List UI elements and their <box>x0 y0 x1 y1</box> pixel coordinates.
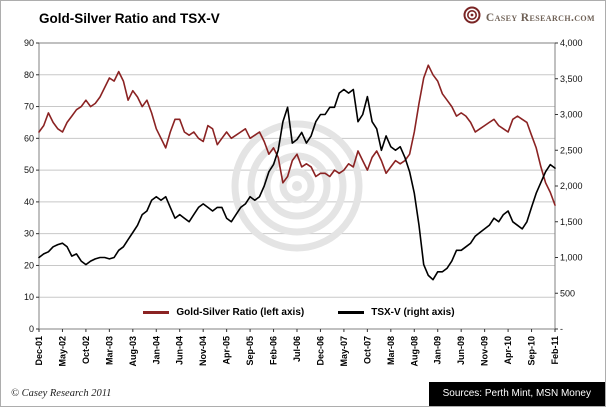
svg-text:70: 70 <box>24 102 34 112</box>
svg-text:2,000: 2,000 <box>560 181 583 191</box>
legend-label-gold-silver: Gold-Silver Ratio (left axis) <box>176 306 305 318</box>
svg-text:Oct-07: Oct-07 <box>362 336 372 364</box>
svg-text:May-07: May-07 <box>339 336 349 367</box>
svg-text:4,000: 4,000 <box>560 38 583 48</box>
svg-text:80: 80 <box>24 70 34 80</box>
x-axis-labels: Dec-01 May-02 Oct-02 Mar-03 Aug-03 Jan-04 Jun-… <box>34 329 560 367</box>
sources-box: Sources: Perth Mint, MSN Money <box>428 382 605 406</box>
svg-text:50: 50 <box>24 165 34 175</box>
tsxv-series <box>38 88 556 281</box>
svg-text:May-02: May-02 <box>57 336 67 367</box>
target-icon <box>463 6 481 29</box>
svg-text:Nov-04: Nov-04 <box>198 336 208 366</box>
legend-item-tsxv: TSX-V (right axis) <box>338 306 455 318</box>
chart-svg: 0 10 20 30 40 50 60 70 80 90 - 500 1,000 1,500 2,000 2,… <box>24 38 583 367</box>
svg-text:Dec-06: Dec-06 <box>315 336 325 366</box>
svg-text:Aug-03: Aug-03 <box>128 336 138 367</box>
svg-text:30: 30 <box>24 229 34 239</box>
svg-text:-: - <box>560 324 563 334</box>
svg-text:10: 10 <box>24 292 34 302</box>
svg-text:1,500: 1,500 <box>560 217 583 227</box>
svg-text:1,000: 1,000 <box>560 253 583 263</box>
svg-text:Apr-10: Apr-10 <box>503 336 513 365</box>
svg-text:Feb-06: Feb-06 <box>269 336 279 365</box>
legend-line-sample-gold-silver <box>143 310 170 314</box>
svg-text:Sep-10: Sep-10 <box>527 336 537 366</box>
svg-text:Jan-04: Jan-04 <box>151 336 161 365</box>
logo: Casey Research.com <box>463 6 595 29</box>
svg-text:Jul-06: Jul-06 <box>292 336 302 362</box>
legend-line-sample-tsxv <box>338 310 365 314</box>
svg-text:90: 90 <box>24 38 34 48</box>
gold-silver-ratio-series <box>38 64 556 206</box>
plot-area: 0 10 20 30 40 50 60 70 80 90 - 500 1,000 1,500 2,000 2,… <box>24 38 583 367</box>
svg-text:Feb-11: Feb-11 <box>550 336 560 365</box>
legend: Gold-Silver Ratio (left axis) TSX-V (rig… <box>29 304 569 320</box>
svg-text:Apr-05: Apr-05 <box>222 336 232 365</box>
left-axis-labels: 0 10 20 30 40 50 60 70 80 90 <box>24 38 39 334</box>
svg-text:Jun-09: Jun-09 <box>456 336 466 365</box>
svg-text:Jun-04: Jun-04 <box>175 336 185 365</box>
svg-text:0: 0 <box>29 324 34 334</box>
svg-text:3,000: 3,000 <box>560 110 583 120</box>
right-axis-labels: - 500 1,000 1,500 2,000 2,500 3,000 3,500 4,000 <box>555 38 583 334</box>
svg-text:Mar-08: Mar-08 <box>386 336 396 365</box>
svg-text:2,500: 2,500 <box>560 145 583 155</box>
svg-text:20: 20 <box>24 260 34 270</box>
svg-text:Oct-02: Oct-02 <box>81 336 91 364</box>
copyright-text: © Casey Research 2011 <box>11 388 112 399</box>
svg-text:40: 40 <box>24 197 34 207</box>
svg-text:Nov-09: Nov-09 <box>480 336 490 366</box>
svg-text:Mar-03: Mar-03 <box>104 336 114 365</box>
svg-text:3,500: 3,500 <box>560 74 583 84</box>
svg-text:Jan-09: Jan-09 <box>433 336 443 365</box>
legend-item-gold-silver-ratio: Gold-Silver Ratio (left axis) <box>143 307 304 318</box>
svg-text:60: 60 <box>24 133 34 143</box>
chart-title: Gold-Silver Ratio and TSX-V <box>39 11 220 26</box>
logo-text: Casey Research.com <box>485 11 595 24</box>
svg-text:Dec-01: Dec-01 <box>34 336 44 366</box>
watermark-target-icon <box>231 120 363 252</box>
svg-text:Aug-08: Aug-08 <box>409 336 419 367</box>
legend-label-tsxv: TSX-V (right axis) <box>371 306 455 318</box>
svg-text:Sep-05: Sep-05 <box>245 336 255 366</box>
svg-text:500: 500 <box>560 288 575 298</box>
